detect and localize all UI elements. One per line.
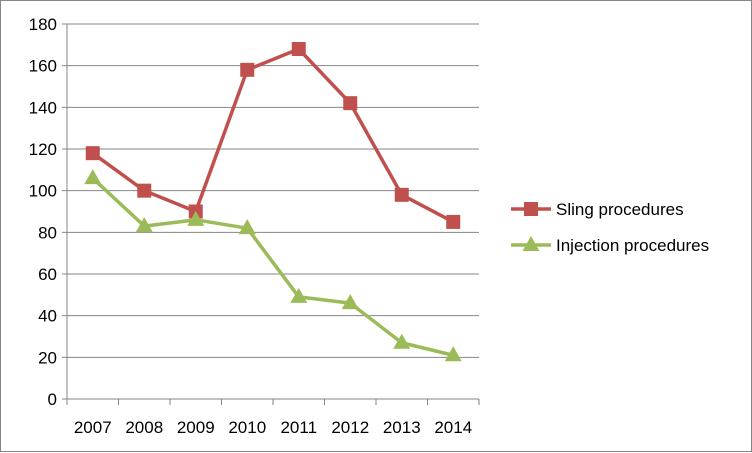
legend-item: Injection procedures: [511, 236, 709, 255]
y-axis-ticks: 0 20 40 60 80 100 120 140 160 180: [29, 15, 67, 409]
data-point: [290, 287, 308, 303]
y-tick-label: 20: [38, 348, 57, 367]
data-point: [522, 236, 540, 251]
y-tick-label: 120: [29, 140, 57, 159]
series: [84, 42, 462, 362]
y-tick-label: 140: [29, 98, 57, 117]
y-tick-label: 160: [29, 57, 57, 76]
data-point: [444, 346, 462, 362]
data-point: [341, 294, 359, 310]
x-tick-label: 2008: [125, 418, 163, 437]
x-tick-label: 2013: [383, 418, 421, 437]
series-line: [91, 47, 455, 224]
x-tick-label: 2011: [280, 418, 317, 437]
y-tick-label: 180: [29, 15, 57, 34]
data-point: [84, 169, 102, 185]
series-injection: [84, 169, 462, 362]
data-point: [394, 187, 409, 202]
y-tick-label: 0: [48, 390, 57, 409]
legend-item: Sling procedures: [511, 200, 684, 219]
data-point: [291, 42, 306, 56]
x-tick-label: 2012: [331, 418, 369, 437]
data-point: [446, 214, 461, 229]
series-sling: [85, 42, 461, 229]
x-tick-label: 2007: [74, 418, 112, 437]
data-point: [393, 333, 411, 349]
y-tick-label: 100: [29, 182, 57, 201]
series-line: [91, 176, 454, 357]
y-tick-label: 80: [38, 223, 57, 242]
x-axis-ticks: 2007 2008 2009 2010 2011 2012 2013 2014: [66, 399, 480, 437]
x-tick-label: 2009: [177, 418, 215, 437]
data-point: [85, 146, 100, 161]
data-point: [238, 219, 256, 235]
data-point: [343, 96, 358, 111]
legend-label: Injection procedures: [556, 236, 709, 255]
x-tick-label: 2010: [228, 418, 266, 437]
y-tick-label: 40: [38, 307, 57, 326]
y-tick-label: 60: [38, 265, 57, 284]
legend-label: Sling procedures: [556, 200, 684, 219]
legend: Sling procedures Injection procedures: [511, 200, 709, 255]
data-point: [135, 217, 153, 233]
gridlines: [67, 23, 479, 358]
data-point: [137, 183, 152, 198]
data-point: [524, 202, 538, 216]
data-point: [240, 62, 255, 77]
data-point: [187, 210, 205, 226]
x-tick-label: 2014: [434, 418, 472, 437]
